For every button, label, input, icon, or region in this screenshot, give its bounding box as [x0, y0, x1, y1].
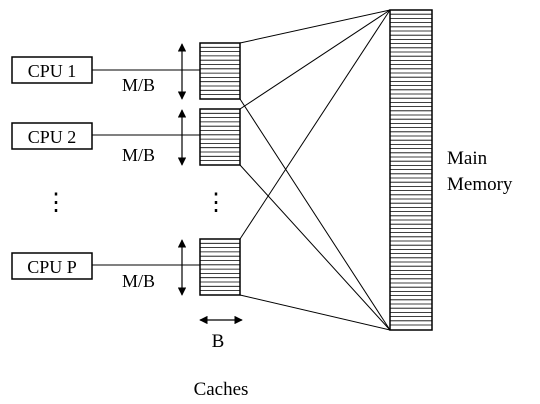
cpu-ellipsis: ⋮ [44, 190, 68, 216]
main-memory-label-line2: Memory [447, 174, 513, 195]
cpu-1: CPU 1 [11, 56, 93, 84]
cpu-p: CPU P [11, 252, 93, 280]
cache-p [199, 238, 241, 296]
cache-p-size-label: M/B [122, 271, 155, 291]
cache-2 [199, 108, 241, 166]
cpu-2: CPU 2 [11, 122, 93, 150]
cpu-2-label: CPU 2 [28, 127, 77, 147]
caches-caption: Caches [194, 379, 249, 400]
block-size-label: B [212, 331, 225, 352]
main-memory-label-line1: Main [447, 148, 488, 169]
cpu-p-label: CPU P [27, 257, 77, 277]
cache-1 [199, 42, 241, 100]
cache-memory-connections [239, 9, 391, 331]
cache-2-size-label: M/B [122, 145, 155, 165]
main-memory-hatching [390, 13, 432, 326]
cache-1-size-label: M/B [122, 75, 155, 95]
cpu-1-label: CPU 1 [28, 61, 77, 81]
cache-ellipsis: ⋮ [204, 190, 228, 216]
main-memory-block [389, 9, 433, 331]
